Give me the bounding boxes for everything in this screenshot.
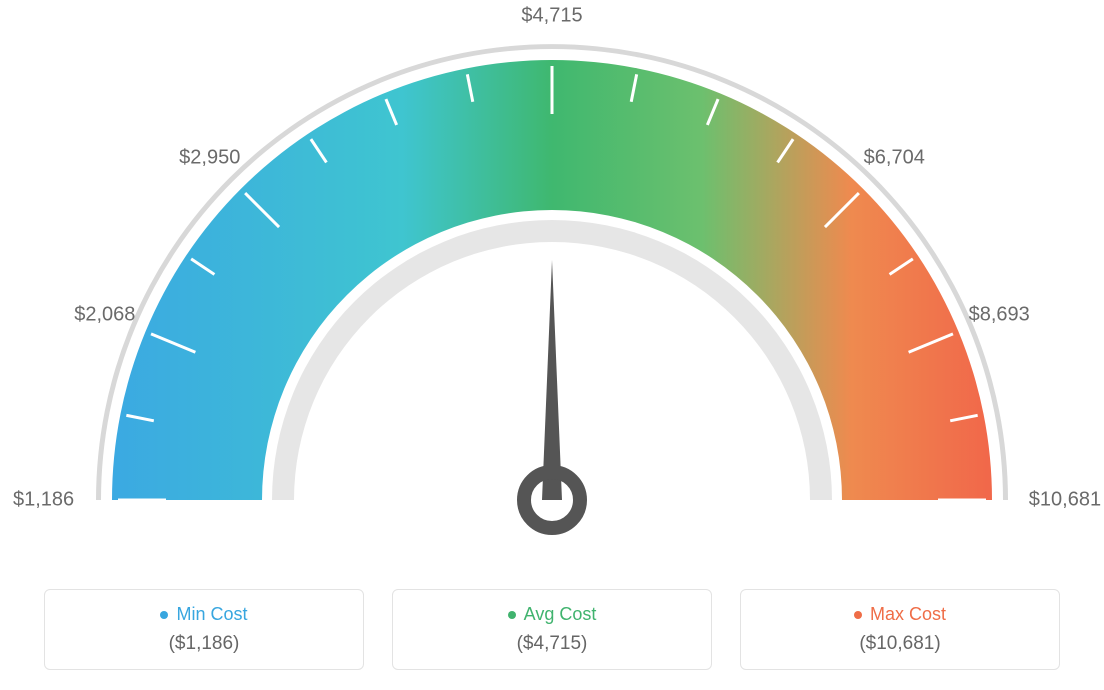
legend-avg-title: Avg Cost — [411, 604, 693, 625]
legend-row: Min Cost ($1,186) Avg Cost ($4,715) Max … — [0, 589, 1104, 670]
legend-max-title: Max Cost — [759, 604, 1041, 625]
legend-min: Min Cost ($1,186) — [44, 589, 364, 670]
legend-max: Max Cost ($10,681) — [740, 589, 1060, 670]
legend-avg: Avg Cost ($4,715) — [392, 589, 712, 670]
legend-avg-label: Avg Cost — [524, 604, 597, 625]
legend-max-value: ($10,681) — [759, 633, 1041, 655]
gauge-tick-label: $1,186 — [13, 489, 74, 512]
legend-min-value: ($1,186) — [63, 633, 345, 655]
dot-icon — [160, 611, 168, 619]
legend-min-title: Min Cost — [63, 604, 345, 625]
gauge-tick-label: $6,704 — [864, 146, 925, 169]
dot-icon — [854, 611, 862, 619]
legend-min-label: Min Cost — [176, 604, 247, 625]
gauge-tick-label: $8,693 — [969, 303, 1030, 326]
legend-avg-value: ($4,715) — [411, 633, 693, 655]
gauge-chart: $1,186 $2,068 $2,950 $4,715 $6,704 $8,693 $10,… — [0, 0, 1104, 560]
dot-icon — [508, 611, 516, 619]
legend-max-label: Max Cost — [870, 604, 946, 625]
gauge-tick-label: $2,068 — [74, 303, 135, 326]
gauge-tick-label: $10,681 — [1029, 489, 1101, 512]
gauge-tick-label: $2,950 — [179, 146, 240, 169]
gauge-tick-label: $4,715 — [521, 5, 582, 28]
gauge-svg — [0, 0, 1104, 560]
